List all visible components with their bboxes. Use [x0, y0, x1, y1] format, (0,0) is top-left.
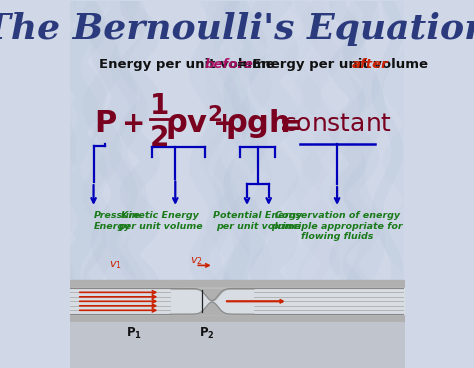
Text: Pressure
Energy: Pressure Energy	[93, 212, 141, 231]
Text: $\mathbf{+}$: $\mathbf{+}$	[121, 110, 143, 138]
Text: $\mathrm{constant}$: $\mathrm{constant}$	[282, 112, 392, 135]
Text: Energy per unit volume: Energy per unit volume	[99, 59, 279, 71]
Text: before: before	[205, 59, 254, 71]
Text: $\mathbf{2}$: $\mathbf{2}$	[149, 124, 168, 152]
Text: $\mathbf{\rho gh}$: $\mathbf{\rho gh}$	[225, 106, 290, 141]
Text: $v_1$: $v_1$	[109, 259, 121, 271]
Text: $\mathbf{1}$: $\mathbf{1}$	[149, 92, 168, 120]
Text: $\mathbf{P}$: $\mathbf{P}$	[94, 109, 117, 138]
Text: $\mathbf{=}$: $\mathbf{=}$	[273, 110, 301, 138]
Text: $\mathbf{P_1}$: $\mathbf{P_1}$	[126, 326, 142, 341]
Text: Kinetic Energy
per unit volume: Kinetic Energy per unit volume	[118, 212, 203, 231]
Text: $\mathbf{+}$: $\mathbf{+}$	[212, 110, 235, 138]
Text: $v_2$: $v_2$	[190, 255, 203, 267]
Text: after: after	[352, 59, 389, 71]
Text: Conservation of energy
principle appropriate for
flowing fluids: Conservation of energy principle appropr…	[271, 212, 403, 241]
Text: $\mathbf{P_2}$: $\mathbf{P_2}$	[199, 326, 215, 341]
Text: $\mathbf{\rho v^2}$: $\mathbf{\rho v^2}$	[165, 104, 222, 143]
Text: = Energy per unit volume: = Energy per unit volume	[232, 59, 433, 71]
Text: Potential Energy
per unit volume: Potential Energy per unit volume	[213, 212, 302, 231]
Text: The Bernoulli's Equation: The Bernoulli's Equation	[0, 12, 474, 46]
